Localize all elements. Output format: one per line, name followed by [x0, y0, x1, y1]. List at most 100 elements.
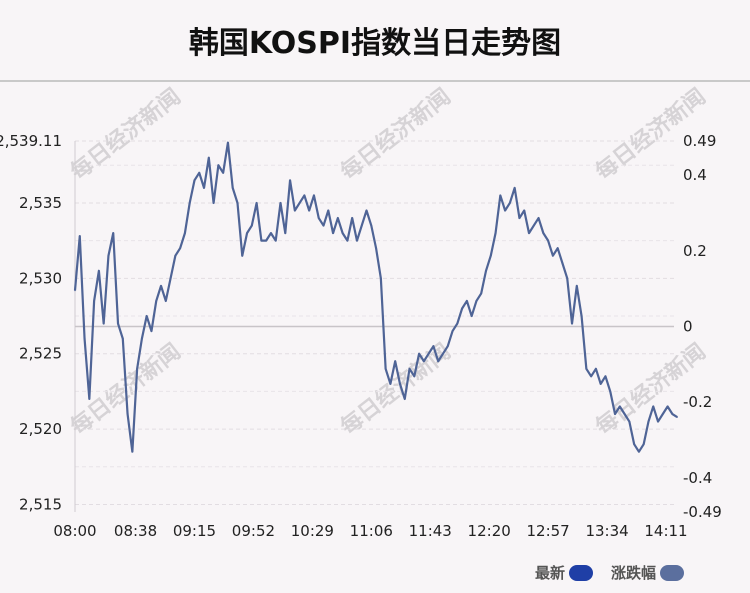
data-point	[676, 416, 678, 418]
x-tick-label: 13:34	[585, 522, 628, 540]
data-point	[121, 337, 124, 340]
data-point	[117, 322, 119, 325]
y-left-tick-label: 2,535	[19, 194, 62, 212]
data-point	[165, 300, 167, 302]
legend-item-change[interactable]: 涨跌幅	[611, 562, 684, 583]
data-point	[107, 254, 110, 257]
data-point	[150, 330, 153, 332]
data-point	[327, 209, 330, 212]
data-point	[403, 398, 406, 400]
data-point	[509, 202, 511, 204]
grid-lines	[74, 140, 674, 512]
data-point	[317, 217, 320, 219]
x-tick-label: 12:20	[468, 522, 511, 540]
data-point	[523, 209, 526, 212]
left-axis-ticks: 2,539.11 2,535 2,530 2,525 2,520 2,515	[0, 132, 62, 513]
data-point	[222, 172, 224, 174]
data-point	[136, 367, 138, 370]
data-point	[647, 420, 650, 423]
data-point	[499, 194, 502, 197]
data-point	[413, 375, 416, 378]
y-left-tick-label: 2,530	[19, 269, 62, 287]
data-point	[360, 224, 363, 227]
data-point	[432, 345, 435, 347]
data-point	[74, 289, 76, 292]
data-point	[384, 367, 387, 370]
data-point	[78, 235, 81, 237]
chart-title: 韩国KOSPI指数当日走势图	[188, 26, 562, 61]
data-point	[456, 322, 459, 325]
data-point	[518, 217, 521, 219]
x-tick-label: 10:29	[291, 522, 334, 540]
watermark-0: 每日经济新闻	[66, 84, 186, 186]
data-point	[566, 277, 569, 280]
data-point	[532, 224, 535, 227]
data-point	[585, 367, 588, 370]
data-point	[542, 232, 545, 234]
data-point	[332, 232, 334, 234]
data-point	[575, 285, 578, 287]
data-point	[274, 239, 277, 242]
data-point	[595, 367, 597, 370]
data-point	[356, 239, 358, 242]
data-point	[255, 202, 258, 204]
data-point	[475, 300, 478, 302]
data-point	[313, 194, 315, 197]
x-tick-label: 11:43	[409, 522, 452, 540]
data-point	[671, 413, 674, 415]
data-point	[83, 337, 86, 340]
data-point	[470, 315, 473, 317]
data-point	[590, 375, 592, 378]
legend-swatch-change	[660, 564, 684, 581]
data-point	[322, 224, 325, 227]
x-tick-label: 09:15	[173, 522, 216, 540]
data-point	[155, 300, 158, 302]
data-point	[614, 413, 616, 415]
data-point	[642, 443, 645, 445]
data-point	[609, 390, 612, 393]
data-point	[208, 156, 210, 159]
legend-item-latest[interactable]: 最新	[535, 562, 593, 583]
data-point	[485, 269, 487, 272]
data-point	[638, 450, 640, 453]
legend: 最新 涨跌幅	[523, 562, 684, 583]
data-point	[98, 269, 100, 272]
data-point	[231, 187, 234, 189]
data-point	[446, 345, 449, 347]
series-layer	[73, 141, 678, 453]
data-point	[193, 179, 196, 182]
right-axis-ticks: 0.49 0.4 0.2 0 -0.2 -0.4 -0.49	[683, 132, 722, 521]
data-point	[494, 232, 497, 234]
legend-label-latest: 最新	[534, 564, 565, 582]
data-point	[212, 202, 215, 204]
data-point	[102, 322, 105, 325]
data-point	[179, 247, 181, 249]
data-point	[93, 300, 95, 302]
legend-label-change: 涨跌幅	[610, 564, 656, 582]
y-right-tick-label: -0.4	[683, 469, 712, 487]
data-point	[442, 352, 444, 355]
y-left-tick-label: 2,520	[19, 420, 62, 438]
y-right-tick-label: 0	[683, 318, 693, 336]
data-point	[227, 141, 229, 144]
data-point	[351, 217, 353, 219]
y-right-tick-label: -0.2	[683, 393, 712, 411]
data-point	[389, 383, 392, 385]
data-point	[260, 239, 263, 242]
data-point	[666, 405, 669, 408]
data-point	[160, 285, 162, 287]
watermark-1: 每日经济新闻	[336, 84, 456, 186]
data-point	[504, 209, 506, 212]
data-point	[489, 254, 492, 257]
data-point	[198, 172, 201, 174]
x-tick-label: 09:52	[232, 522, 275, 540]
data-point	[337, 217, 339, 219]
x-tick-label: 08:00	[53, 522, 96, 540]
data-point	[365, 209, 368, 212]
data-point	[633, 443, 635, 445]
data-point	[408, 367, 411, 370]
data-point	[279, 202, 282, 204]
data-point	[284, 232, 287, 234]
data-point	[657, 420, 659, 423]
